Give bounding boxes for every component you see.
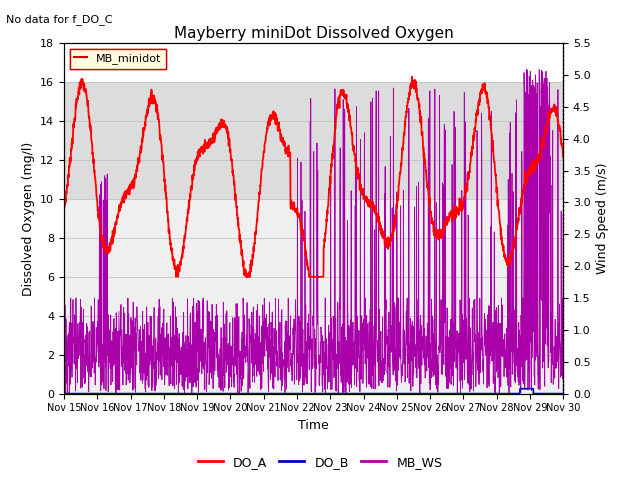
Legend: DO_A, DO_B, MB_WS: DO_A, DO_B, MB_WS	[193, 451, 447, 474]
Bar	[64, 82, 563, 199]
Bar	[64, 199, 563, 394]
X-axis label: Time: Time	[298, 419, 329, 432]
Text: No data for f_DO_C: No data for f_DO_C	[6, 14, 113, 25]
Y-axis label: Wind Speed (m/s): Wind Speed (m/s)	[596, 163, 609, 274]
Legend: MB_minidot: MB_minidot	[70, 49, 166, 69]
Y-axis label: Dissolved Oxygen (mg/l): Dissolved Oxygen (mg/l)	[22, 141, 35, 296]
Title: Mayberry miniDot Dissolved Oxygen: Mayberry miniDot Dissolved Oxygen	[173, 25, 454, 41]
